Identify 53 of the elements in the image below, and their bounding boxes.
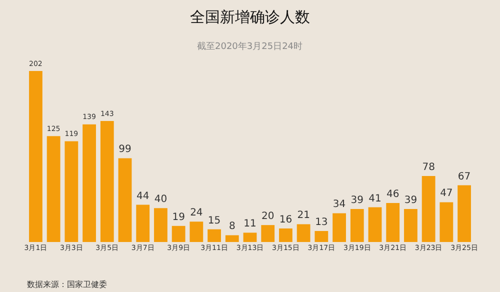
bar [136, 204, 150, 242]
data-label: 19 [172, 212, 185, 223]
bar [190, 222, 204, 242]
data-label: 139 [82, 112, 96, 122]
data-label: 39 [350, 194, 364, 206]
data-label: 67 [458, 171, 471, 182]
bar [296, 224, 310, 242]
bar [100, 120, 114, 242]
data-label: 143 [100, 108, 114, 118]
data-label: 11 [244, 218, 256, 230]
data-label: 99 [118, 144, 132, 156]
bar [29, 71, 42, 242]
data-label: 40 [154, 194, 168, 206]
chart-title: 全国新增确诊人数 [190, 8, 310, 26]
bar [368, 207, 382, 242]
bar [118, 158, 132, 242]
data-label: 41 [368, 193, 382, 204]
bar [225, 235, 239, 242]
data-label: 20 [261, 211, 274, 222]
bar [386, 203, 400, 242]
bar [332, 213, 346, 242]
data-label: 125 [46, 124, 60, 134]
data-label: 202 [29, 58, 42, 68]
data-label: 119 [64, 129, 78, 138]
data-label: 8 [228, 221, 236, 232]
bar [46, 136, 60, 242]
bar [154, 208, 168, 242]
bar [208, 229, 221, 242]
data-label: 46 [386, 189, 400, 200]
chart-subtitle: 截至2020年3月25日24时 [197, 41, 303, 52]
bar [261, 225, 275, 242]
data-label: 44 [136, 190, 150, 202]
bar [279, 228, 292, 242]
bar [172, 226, 186, 242]
data-label: 13 [315, 217, 328, 228]
data-label: 39 [404, 194, 418, 206]
source-note: 数据来源：国家卫健委 [27, 280, 107, 289]
bar [404, 208, 418, 242]
bar [314, 231, 328, 242]
data-label: 24 [190, 208, 203, 219]
data-label: 78 [422, 162, 435, 173]
data-label: 34 [332, 199, 346, 210]
bar [82, 124, 96, 242]
bar [440, 202, 454, 242]
data-label: 15 [208, 215, 221, 226]
bar [422, 176, 436, 242]
data-label: 16 [279, 214, 292, 226]
bar [350, 208, 364, 242]
bar [458, 185, 471, 242]
data-label: 47 [440, 188, 453, 200]
data-label: 21 [297, 210, 310, 222]
bar [64, 141, 78, 242]
bar [243, 232, 257, 242]
